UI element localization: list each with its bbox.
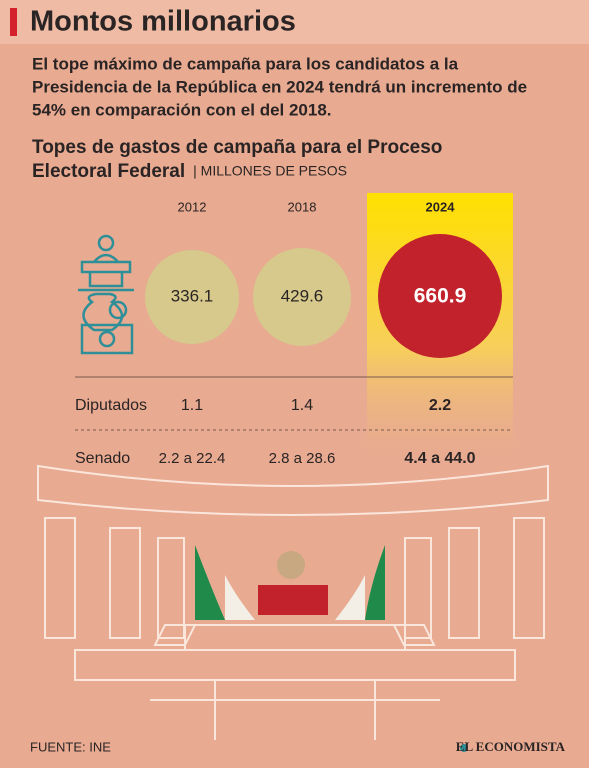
title: Montos millonarios	[30, 6, 296, 38]
icons	[78, 234, 134, 355]
year: 2012	[178, 199, 207, 214]
flag	[225, 575, 255, 620]
title-marker	[10, 8, 17, 36]
row-label: Senado	[75, 450, 130, 467]
value: 429.6	[281, 286, 324, 305]
year: 2018	[288, 199, 317, 214]
flag	[335, 575, 365, 620]
value: 1.1	[181, 397, 203, 414]
value: 4.4 a 44.0	[404, 450, 475, 467]
value: 2.2	[429, 397, 451, 414]
row-label: Diputados	[75, 397, 147, 414]
flag	[365, 545, 385, 620]
source: FUENTE: INE	[30, 739, 111, 754]
value: 660.9	[414, 285, 467, 308]
table-title: Electoral Federal	[32, 161, 185, 182]
emblem	[277, 551, 305, 579]
intro: Presidencia de la República en 2024 tend…	[32, 77, 527, 96]
value: 2.2 a 22.4	[159, 450, 226, 467]
intro: El tope máximo de campaña para los candi…	[32, 54, 459, 73]
intro: 54% en comparación con el del 2018.	[32, 100, 332, 119]
circle-2024	[378, 234, 502, 358]
brand-dot	[460, 744, 468, 752]
value: 2.8 a 28.6	[269, 450, 336, 467]
table-title: Topes de gastos de campaña para el Proce…	[32, 137, 442, 158]
unit: | MILLONES DE PESOS	[193, 163, 347, 179]
title-band	[0, 0, 589, 44]
podium	[258, 585, 328, 615]
flag	[195, 545, 225, 620]
brand: EL ECONOMISTA	[456, 739, 566, 754]
value: 336.1	[171, 286, 214, 305]
circle-2012	[145, 250, 239, 344]
chamber-drawing	[37, 464, 549, 740]
year: 2024	[426, 199, 456, 214]
circle-2018	[253, 248, 351, 346]
value: 1.4	[291, 397, 313, 414]
